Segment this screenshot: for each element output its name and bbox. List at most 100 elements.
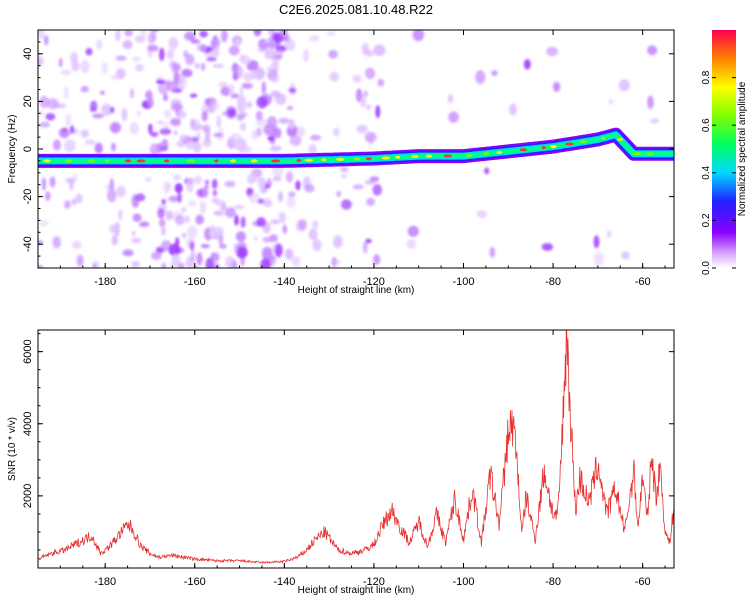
noise-blob xyxy=(240,216,246,228)
noise-blob xyxy=(213,210,225,216)
noise-blob xyxy=(122,249,134,257)
noise-blob xyxy=(257,198,265,204)
ridge-hotspot xyxy=(304,158,314,162)
noise-blob xyxy=(253,235,258,241)
noise-blob xyxy=(329,71,339,82)
noise-blob xyxy=(145,176,152,183)
ridge-band xyxy=(38,127,674,168)
noise-blob xyxy=(272,175,282,182)
ridge-hotspot xyxy=(483,152,490,156)
noise-blob xyxy=(262,236,273,243)
noise-blob xyxy=(184,31,196,41)
noise-blob xyxy=(234,38,241,46)
noise-blob xyxy=(186,140,194,150)
noise-blob xyxy=(355,88,363,103)
noise-blob xyxy=(63,85,69,100)
ridge-hotspot xyxy=(381,156,390,160)
x-tick-label: -80 xyxy=(545,576,561,588)
noise-blob xyxy=(60,69,72,75)
noise-blob xyxy=(132,213,142,222)
noise-blob xyxy=(136,110,141,117)
noise-blob xyxy=(195,214,205,225)
noise-blob xyxy=(352,74,362,83)
snr-panel: -180 -160 -140 -120 -100 -80 -60 200040006000 … xyxy=(7,329,675,596)
noise-blob xyxy=(650,118,660,124)
noise-blob xyxy=(129,88,135,99)
noise-blob xyxy=(110,75,120,80)
noise-blob xyxy=(58,57,63,68)
x-tick-label: -60 xyxy=(635,276,651,288)
x-tick-label: -140 xyxy=(273,576,295,588)
noise-blob xyxy=(38,264,44,268)
noise-blob xyxy=(38,56,44,67)
noise-blob xyxy=(269,145,282,152)
noise-blob xyxy=(210,38,217,50)
noise-blob xyxy=(236,100,246,114)
colorbar-gradient xyxy=(712,30,736,268)
noise-blob xyxy=(159,47,165,61)
noise-blob xyxy=(39,219,49,227)
noise-blob xyxy=(145,90,153,100)
noise-blob xyxy=(69,179,74,191)
noise-blob xyxy=(221,30,228,43)
noise-blob xyxy=(85,48,93,56)
noise-blob xyxy=(243,72,253,82)
snr-x-axis: -180 -160 -140 -120 -100 -80 -60 xyxy=(37,330,666,588)
noise-blob xyxy=(295,180,301,191)
spectrogram-heatmap xyxy=(38,30,674,268)
noise-blob xyxy=(366,50,375,57)
noise-blob xyxy=(132,56,141,62)
noise-blob xyxy=(49,176,56,188)
noise-blob xyxy=(63,139,76,153)
figure-title: C2E6.2025.081.10.48.R22 xyxy=(279,2,433,17)
colorbar-tick-label: 0.6 xyxy=(701,118,712,132)
noise-blob xyxy=(170,98,182,108)
noise-blob xyxy=(116,185,126,198)
noise-blob xyxy=(356,124,368,134)
noise-blob xyxy=(270,90,281,98)
ridge-hotspot xyxy=(496,150,503,154)
noise-blob xyxy=(212,63,224,69)
noise-blob xyxy=(308,35,320,42)
noise-blob xyxy=(285,248,294,260)
ridge-hotspot xyxy=(335,157,345,161)
y-tick-label: 6000 xyxy=(22,339,34,363)
ridge-hotspot xyxy=(186,159,196,163)
noise-blob xyxy=(70,125,75,134)
noise-blob xyxy=(111,142,116,152)
noise-blob xyxy=(200,244,210,249)
ridge-hotspot xyxy=(519,148,528,152)
noise-blob xyxy=(262,43,275,47)
noise-blob xyxy=(369,176,380,183)
noise-blob xyxy=(131,230,136,236)
noise-blob xyxy=(71,61,80,72)
noise-blob xyxy=(199,44,207,53)
noise-blob xyxy=(190,39,201,44)
noise-blob xyxy=(328,49,338,59)
noise-blob xyxy=(224,207,236,218)
noise-blob xyxy=(65,113,72,127)
noise-blob xyxy=(194,62,200,69)
noise-blob xyxy=(274,243,283,258)
noise-blob xyxy=(240,55,251,65)
ridge-hotspot xyxy=(366,157,372,161)
noise-blob xyxy=(593,235,600,249)
y-tick-label: 20 xyxy=(22,95,34,107)
noise-blob xyxy=(621,251,630,260)
noise-blob xyxy=(129,121,139,135)
x-tick-label: -80 xyxy=(545,276,561,288)
noise-blob xyxy=(39,121,51,128)
y-tick-label: 40 xyxy=(22,48,34,60)
noise-blob xyxy=(475,70,486,85)
noise-blob xyxy=(164,109,172,119)
noise-blob xyxy=(230,93,240,99)
noise-blob xyxy=(647,95,654,110)
noise-blob xyxy=(340,166,349,172)
ridge-hotspot xyxy=(632,152,642,156)
noise-blob xyxy=(45,113,56,121)
noise-blob xyxy=(184,215,190,224)
colorbar-label: Normalized spectral amplitude xyxy=(737,81,748,216)
noise-blob xyxy=(372,184,383,196)
noise-blob xyxy=(121,108,128,122)
noise-blob xyxy=(53,139,61,151)
